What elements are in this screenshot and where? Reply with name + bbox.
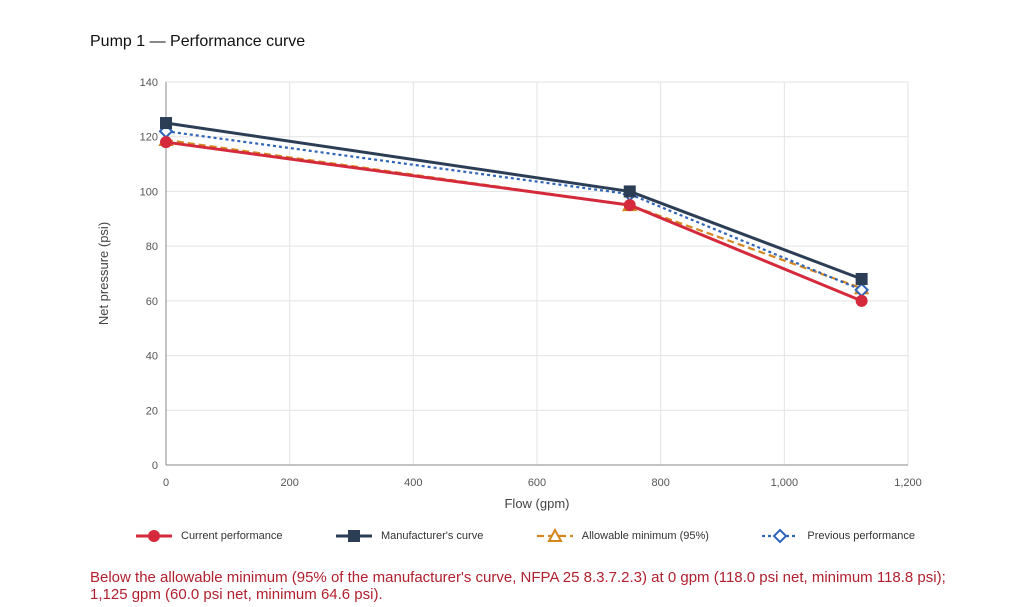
y-tick-label: 40 — [146, 351, 158, 363]
legend-marker — [148, 530, 160, 542]
y-axis-label: Net pressure (psi) — [96, 222, 111, 325]
y-tick-label: 60 — [146, 296, 158, 308]
legend-item: Allowable minimum (95%) — [536, 528, 709, 544]
x-tick-label: 400 — [404, 477, 422, 489]
series-manufacturer-s-curve — [160, 117, 868, 285]
legend-item: Current performance — [135, 528, 283, 544]
y-tick-label: 20 — [146, 405, 158, 417]
series-line — [165, 121, 863, 281]
data-point — [160, 117, 172, 130]
legend-marker — [772, 528, 788, 544]
y-tick-label: 0 — [152, 460, 158, 472]
performance-chart: 0 200 400 600 800 1,000 1,200 0 20 40 60 80 100 120 14… — [96, 77, 922, 511]
chart-legend: Current performance Manufacturer's curve A… — [135, 526, 915, 546]
legend-label: Current performance — [181, 530, 283, 542]
legend-swatch-icon — [762, 528, 799, 544]
y-tick-label: 80 — [146, 241, 158, 253]
x-tick-label: 800 — [651, 477, 669, 489]
y-tick-label: 120 — [140, 132, 158, 144]
x-axis-label: Flow (gpm) — [504, 496, 569, 511]
data-point — [855, 294, 868, 307]
legend-marker — [547, 528, 563, 542]
x-tick-label: 1,000 — [771, 477, 799, 489]
chart-title: Pump 1 — Performance curve — [90, 33, 306, 50]
series-previous-performance — [158, 123, 870, 298]
legend-item: Manufacturer's curve — [335, 528, 483, 544]
data-point — [623, 185, 636, 198]
data-point — [160, 136, 172, 149]
data-point — [855, 272, 868, 285]
warning-note: Below the allowable minimum (95% of the … — [90, 569, 946, 603]
legend-swatch-icon — [536, 528, 573, 542]
legend-swatch-icon — [136, 530, 172, 542]
legend-marker — [347, 530, 360, 542]
legend-swatch-icon — [335, 530, 372, 542]
legend-label: Allowable minimum (95%) — [581, 530, 709, 542]
data-point — [623, 199, 636, 212]
series-current-performance — [160, 136, 868, 307]
series-line — [165, 138, 862, 290]
x-tick-label: 0 — [163, 477, 169, 489]
series-allowable-minimum-95 — [158, 131, 870, 295]
legend-item: Previous performance — [761, 528, 915, 544]
x-tick-label: 1,200 — [894, 477, 922, 489]
series-line — [165, 140, 863, 303]
y-tick-label: 100 — [140, 186, 158, 198]
x-tick-label: 600 — [528, 477, 546, 489]
x-tick-label: 200 — [280, 477, 298, 489]
legend-label: Previous performance — [807, 530, 915, 542]
y-tick-label: 140 — [140, 77, 158, 89]
legend-label: Manufacturer's curve — [380, 530, 484, 542]
